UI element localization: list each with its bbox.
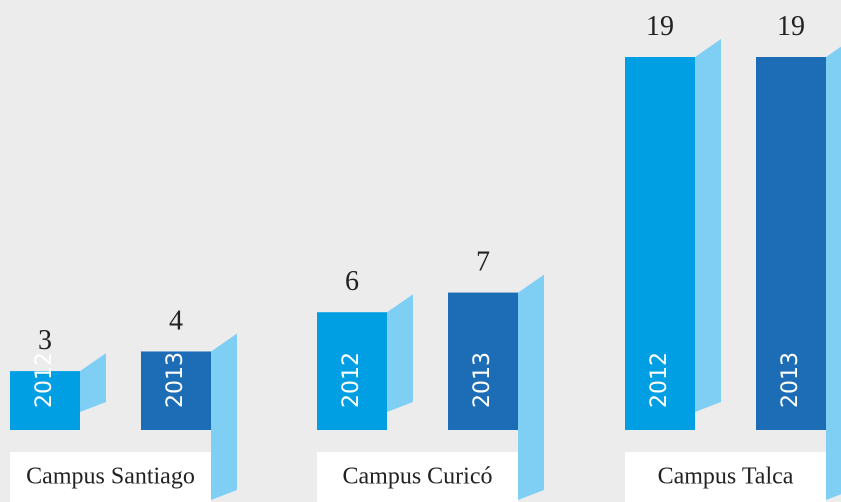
bar [317, 312, 387, 430]
bar-side [518, 274, 544, 500]
series-label: 2013 [163, 352, 188, 408]
bar [756, 57, 826, 430]
series-label: 2012 [32, 352, 57, 408]
value-label: 6 [345, 266, 359, 297]
category-box [317, 452, 518, 502]
bar [625, 57, 695, 430]
series-label: 2012 [339, 352, 364, 408]
bar-side [80, 353, 106, 412]
series-label: 2013 [470, 352, 495, 408]
bar-side [695, 39, 721, 412]
category-box [625, 452, 826, 502]
value-label: 3 [38, 325, 52, 356]
value-label: 19 [646, 11, 674, 42]
category-label: Campus Santiago [26, 464, 195, 490]
bar [10, 371, 80, 430]
bar [141, 351, 211, 430]
value-label: 7 [476, 247, 490, 278]
bar-side [826, 46, 841, 500]
bar-side [211, 333, 237, 500]
series-label: 2012 [647, 352, 672, 408]
bar-side [387, 294, 413, 412]
bar [448, 292, 518, 430]
category-box [10, 452, 211, 502]
value-label: 19 [777, 11, 805, 42]
series-label: 2013 [778, 352, 803, 408]
value-label: 4 [169, 305, 183, 336]
category-label: Campus Talca [658, 464, 794, 490]
category-label: Campus Curicó [343, 464, 493, 490]
